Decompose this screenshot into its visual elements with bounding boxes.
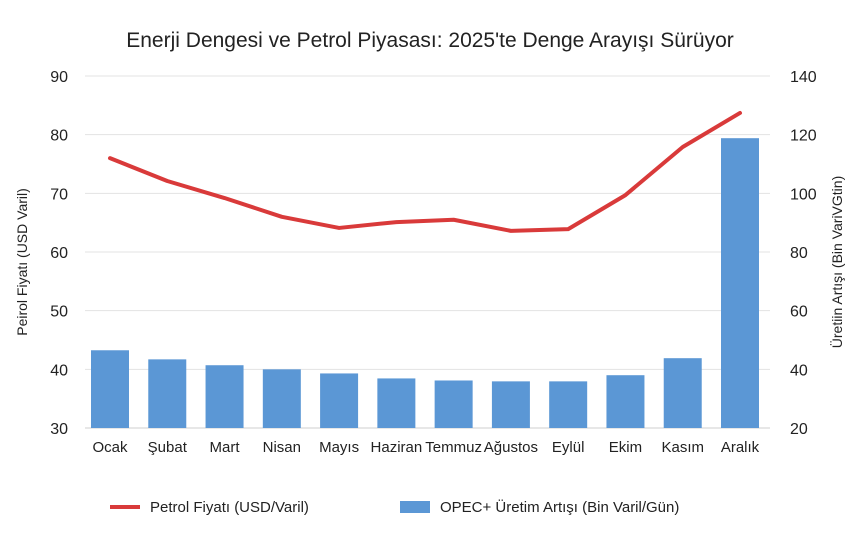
x-tick-label: Ocak — [92, 439, 128, 456]
x-tick-label: Haziran — [371, 439, 423, 456]
x-tick-label: Kasım — [661, 439, 704, 456]
line-series — [108, 110, 742, 233]
y-left-tick-label: 70 — [50, 186, 68, 203]
bar — [91, 350, 129, 428]
y-left-tick-label: 30 — [50, 421, 68, 438]
y-axis-left-label: Peirol Fiyatı (USD Varil) — [14, 188, 30, 336]
bar — [663, 358, 702, 428]
y-right-tick-label: 80 — [790, 245, 808, 262]
bar — [262, 369, 301, 428]
bar-series — [91, 138, 759, 429]
bar — [549, 381, 588, 428]
y-right-tick-label: 120 — [790, 128, 817, 145]
x-tick-label: Eylül — [552, 439, 585, 456]
x-tick-label: Mart — [210, 439, 241, 456]
y-right-tick-label: 40 — [790, 362, 808, 379]
bar — [721, 138, 759, 429]
y-right-tick-label: 100 — [790, 186, 817, 203]
bar — [148, 359, 187, 428]
bar — [434, 380, 473, 428]
y-right-tick-label: 20 — [790, 421, 808, 438]
bar — [205, 365, 244, 428]
bar — [606, 375, 645, 428]
x-tick-label: Ağustos — [484, 439, 538, 456]
y-right-tick-label: 60 — [790, 304, 808, 321]
y-left-tick-label: 40 — [50, 362, 68, 379]
x-tick-label: Mayıs — [319, 439, 359, 456]
legend-bar-swatch — [400, 501, 430, 513]
x-tick-label: Aralık — [721, 439, 760, 456]
x-tick-label: Nisan — [263, 439, 301, 456]
axis-ticks: 30 40 50 60 70 80 90 20 40 60 80 100 120 140 Ocak Şubat… — [50, 69, 817, 456]
x-tick-label: Ekim — [609, 439, 642, 456]
y-right-tick-label: 140 — [790, 69, 817, 86]
bar — [320, 373, 359, 428]
price-line — [108, 110, 742, 233]
legend-label-price: Petrol Fiyatı (USD/Varil) — [150, 499, 309, 516]
y-left-tick-label: 90 — [50, 69, 68, 86]
y-left-tick-label: 60 — [50, 245, 68, 262]
x-tick-label: Şubat — [148, 439, 188, 456]
y-left-tick-label: 50 — [50, 304, 68, 321]
legend: Petrol Fiyatı (USD/Varil) OPEC+ Üretim A… — [110, 498, 679, 516]
y-axis-right-label: Üretiin Artışı (Bin VariVGtin) — [828, 176, 845, 348]
bar — [377, 378, 416, 428]
legend-label-opec: OPEC+ Üretim Artışı (Bin Varil/Gün) — [440, 498, 679, 516]
chart-title: Enerji Dengesi ve Petrol Piyasası: 2025'… — [126, 29, 734, 52]
bar — [491, 381, 530, 428]
gridlines — [85, 75, 770, 429]
x-tick-label: Temmuz — [425, 439, 482, 456]
y-left-tick-label: 80 — [50, 128, 68, 145]
